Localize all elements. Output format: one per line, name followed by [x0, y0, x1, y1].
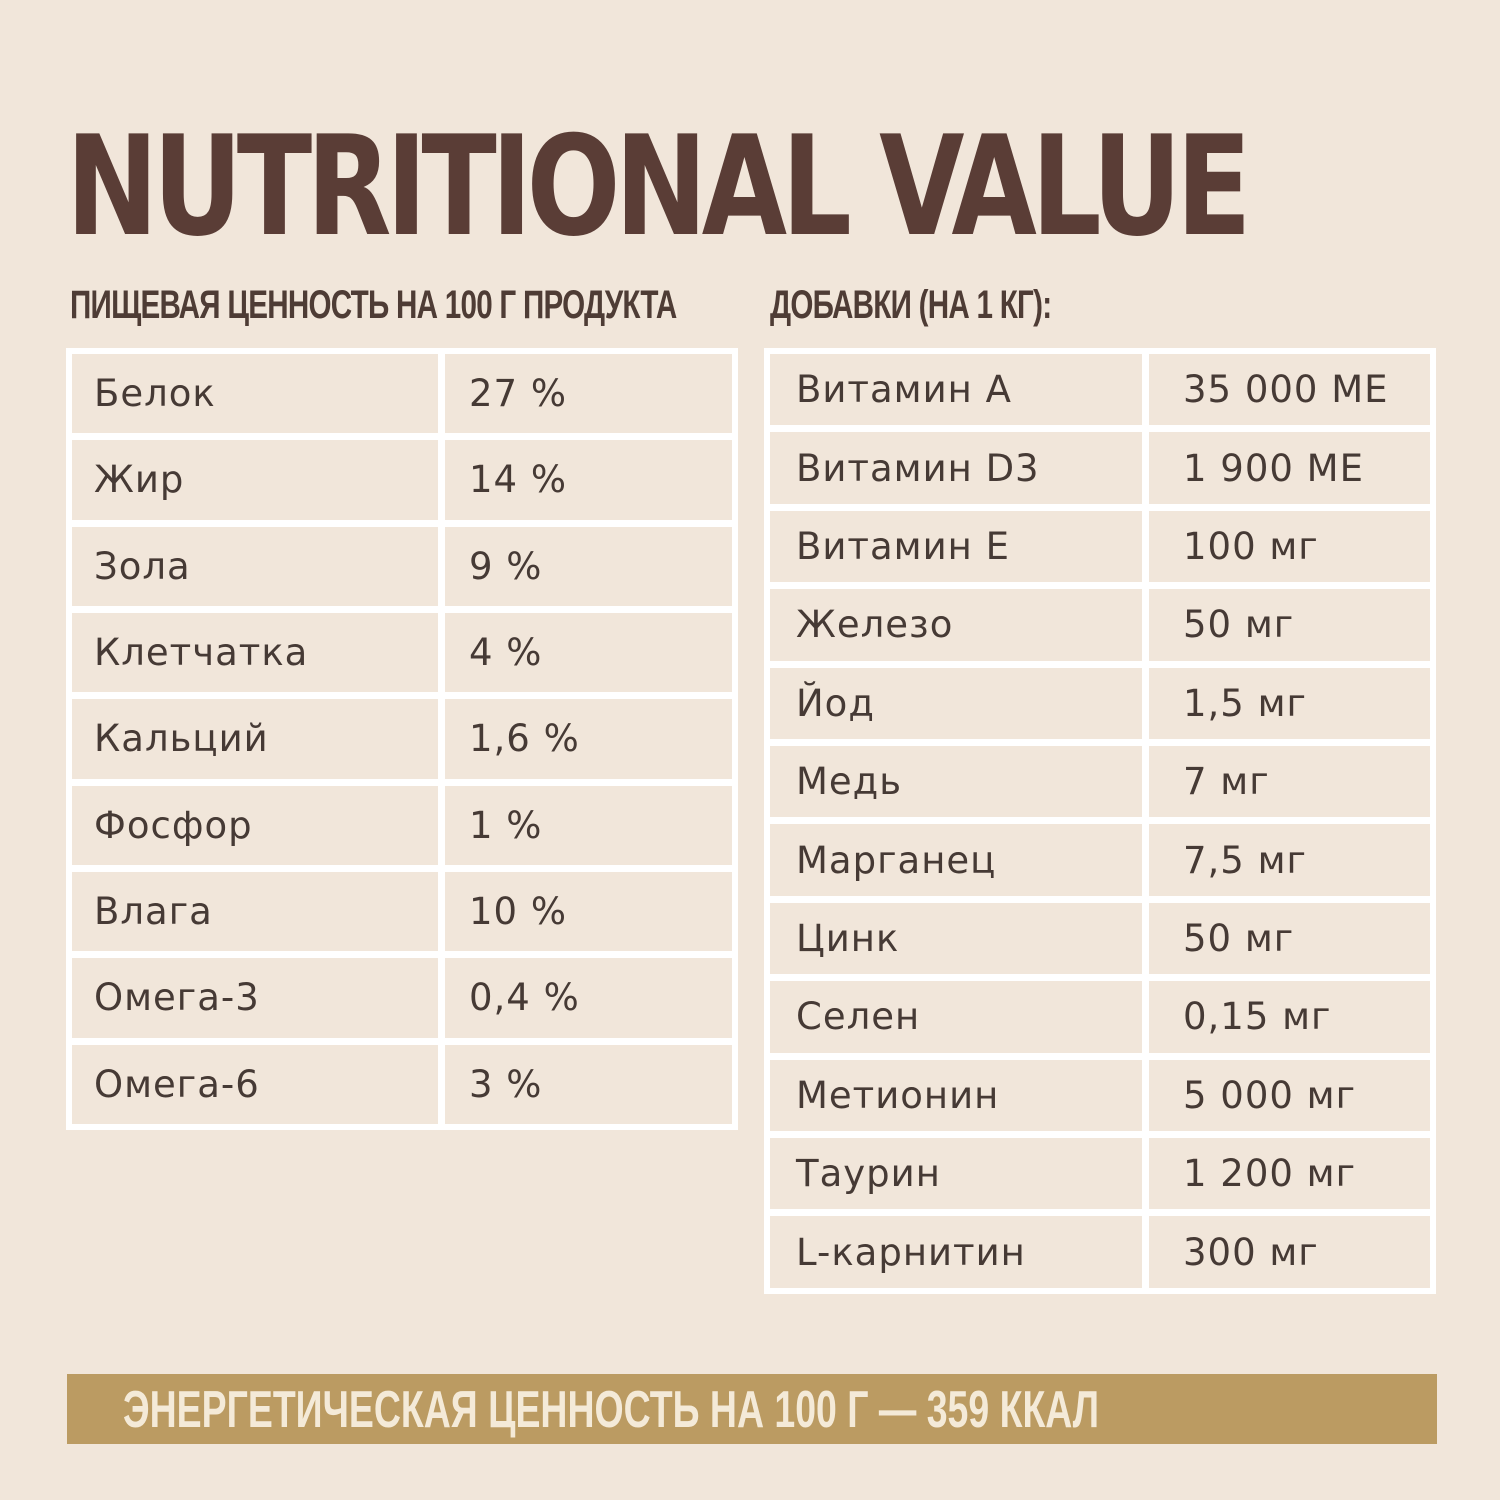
- nutrient-name: Клетчатка: [72, 612, 438, 693]
- nutrient-name: Фосфор: [72, 785, 438, 865]
- additive-name: Селен: [770, 981, 1142, 1053]
- nutrient-value: 10 %: [445, 871, 732, 952]
- additive-value: 7,5 мг: [1149, 824, 1430, 896]
- additive-name: Таурин: [770, 1138, 1142, 1210]
- additive-value: 50 мг: [1149, 902, 1430, 975]
- nutrient-name: Зола: [72, 526, 438, 606]
- additive-value: 300 мг: [1149, 1216, 1430, 1288]
- table-row: Фосфор 1 %: [72, 785, 732, 865]
- page-title: NUTRITIONAL VALUE: [66, 106, 1252, 267]
- table-row: Витамин D3 1 900 МЕ: [770, 432, 1430, 504]
- table-row: Витамин А 35 000 МЕ: [770, 354, 1430, 426]
- nutrient-value: 3 %: [445, 1044, 732, 1124]
- additive-name: Метионин: [770, 1059, 1142, 1132]
- additive-name: Витамин Е: [770, 510, 1142, 583]
- additive-value: 1 900 МЕ: [1149, 432, 1430, 504]
- table-row: Зола 9 %: [72, 526, 732, 606]
- additive-value: 7 мг: [1149, 746, 1430, 818]
- energy-value-text: ЭНЕРГЕТИЧЕСКАЯ ЦЕННОСТЬ НА 100 Г — 359 К…: [123, 1381, 1100, 1439]
- additive-name: Йод: [770, 667, 1142, 740]
- table-row: Белок 27 %: [72, 354, 732, 434]
- nutrient-value: 1,6 %: [445, 699, 732, 779]
- table-row: L-карнитин 300 мг: [770, 1216, 1430, 1288]
- nutrition-table: Белок 27 % Жир 14 % Зола 9 % Клетчатка 4 % К…: [66, 348, 738, 1130]
- energy-banner: ЭНЕРГЕТИЧЕСКАЯ ЦЕННОСТЬ НА 100 Г — 359 К…: [67, 1374, 1437, 1444]
- table-row: Метионин 5 000 мг: [770, 1059, 1430, 1132]
- table-row: Жир 14 %: [72, 440, 732, 520]
- additive-name: Марганец: [770, 824, 1142, 896]
- additive-value: 100 мг: [1149, 510, 1430, 583]
- nutrient-value: 27 %: [445, 354, 732, 434]
- nutrient-value: 4 %: [445, 612, 732, 693]
- table-row: Цинк 50 мг: [770, 902, 1430, 975]
- additive-value: 5 000 мг: [1149, 1059, 1430, 1132]
- nutrient-name: Белок: [72, 354, 438, 434]
- nutrient-value: 14 %: [445, 440, 732, 520]
- additive-name: Медь: [770, 746, 1142, 818]
- table-row: Таурин 1 200 мг: [770, 1138, 1430, 1210]
- table-row: Клетчатка 4 %: [72, 612, 732, 693]
- table-row: Кальций 1,6 %: [72, 699, 732, 779]
- additive-name: L-карнитин: [770, 1216, 1142, 1288]
- nutrient-name: Кальций: [72, 699, 438, 779]
- table-row: Селен 0,15 мг: [770, 981, 1430, 1053]
- table-row: Омега-3 0,4 %: [72, 958, 732, 1038]
- nutrient-name: Омега-6: [72, 1044, 438, 1124]
- nutrient-value: 1 %: [445, 785, 732, 865]
- nutrient-value: 9 %: [445, 526, 732, 606]
- nutrient-name: Омега-3: [72, 958, 438, 1038]
- additive-name: Витамин D3: [770, 432, 1142, 504]
- additive-name: Железо: [770, 589, 1142, 661]
- additive-value: 50 мг: [1149, 589, 1430, 661]
- table-row: Омега-6 3 %: [72, 1044, 732, 1124]
- additive-value: 35 000 МЕ: [1149, 354, 1430, 426]
- nutrition-heading: ПИЩЕВАЯ ЦЕННОСТЬ НА 100 Г ПРОДУКТА: [70, 283, 677, 327]
- nutrient-value: 0,4 %: [445, 958, 732, 1038]
- table-row: Медь 7 мг: [770, 746, 1430, 818]
- table-row: Марганец 7,5 мг: [770, 824, 1430, 896]
- additive-name: Цинк: [770, 902, 1142, 975]
- table-row: Витамин Е 100 мг: [770, 510, 1430, 583]
- additives-heading: ДОБАВКИ (НА 1 КГ):: [770, 283, 1052, 327]
- nutrient-name: Жир: [72, 440, 438, 520]
- table-row: Йод 1,5 мг: [770, 667, 1430, 740]
- additive-value: 1 200 мг: [1149, 1138, 1430, 1210]
- additive-value: 0,15 мг: [1149, 981, 1430, 1053]
- additive-name: Витамин А: [770, 354, 1142, 426]
- additive-value: 1,5 мг: [1149, 667, 1430, 740]
- nutrient-name: Влага: [72, 871, 438, 952]
- additives-table: Витамин А 35 000 МЕ Витамин D3 1 900 МЕ Ви…: [764, 348, 1436, 1294]
- table-row: Железо 50 мг: [770, 589, 1430, 661]
- table-row: Влага 10 %: [72, 871, 732, 952]
